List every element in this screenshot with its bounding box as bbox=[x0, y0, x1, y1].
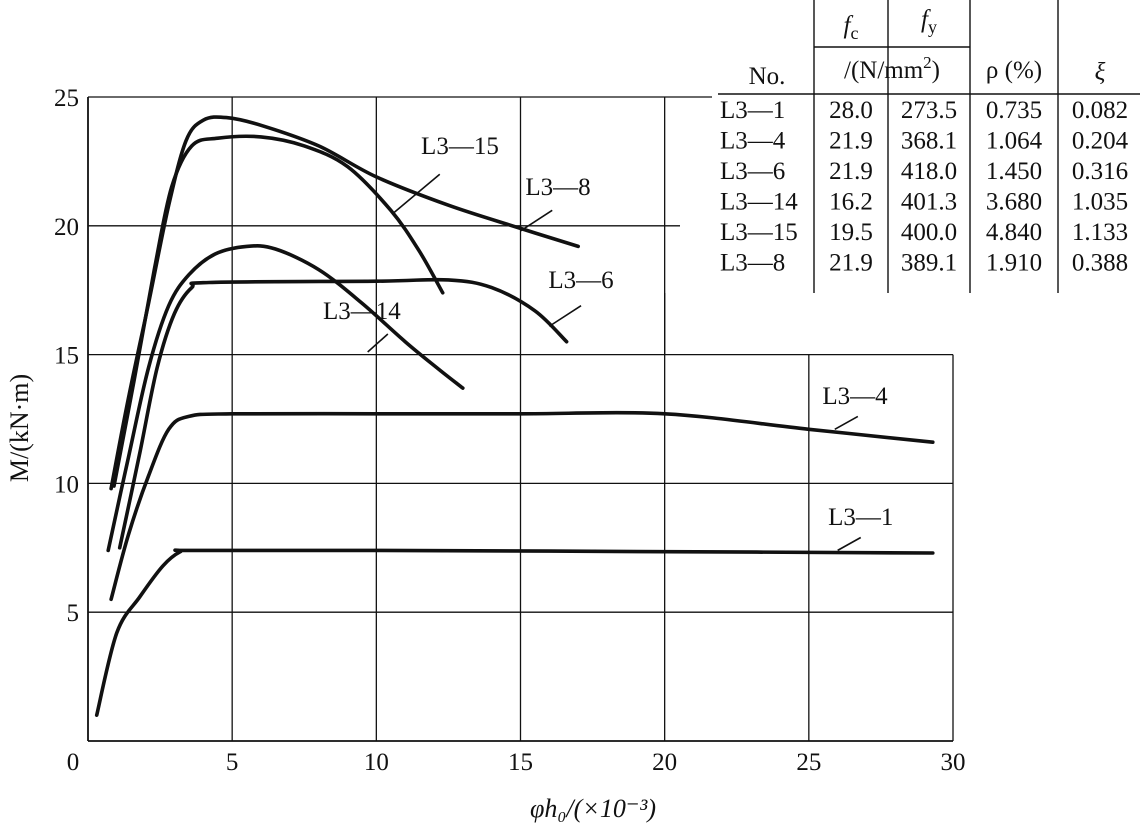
x-tick-label: 30 bbox=[941, 749, 966, 776]
curve-labels: L3—15 L3—8 L3—6 L3—14 L3—4 L3—1 bbox=[323, 133, 893, 552]
table-cell-fy: 418.0 bbox=[901, 158, 957, 185]
table-cell-xi: 1.133 bbox=[1072, 219, 1128, 246]
label-leader-line bbox=[367, 333, 389, 353]
table-cell-fc: 19.5 bbox=[829, 219, 873, 246]
parameter-table: No. fc fy /(N/mm2) ρ (%) ξ L3—1 28.0 273.5… bbox=[718, 0, 1140, 293]
table-cell-rho: 0.735 bbox=[986, 97, 1042, 124]
table-header-fc: fc bbox=[844, 12, 859, 43]
label-leader-line bbox=[520, 209, 553, 232]
y-tick-label: 5 bbox=[67, 600, 80, 627]
table-cell-fy: 273.5 bbox=[901, 97, 957, 124]
table-cell-xi: 0.388 bbox=[1072, 250, 1128, 277]
label-leader-line bbox=[834, 415, 859, 431]
y-tick-label: 20 bbox=[54, 214, 79, 241]
table-cell-no: L3—6 bbox=[720, 158, 785, 185]
grid bbox=[87, 96, 954, 742]
table-cell-xi: 1.035 bbox=[1072, 189, 1128, 216]
table-cell-no: L3—8 bbox=[720, 250, 785, 277]
table-cell-xi: 0.316 bbox=[1072, 158, 1128, 185]
table-cell-fc: 16.2 bbox=[829, 189, 873, 216]
table-cell-fc: 21.9 bbox=[829, 158, 873, 185]
curve-label: L3—1 bbox=[828, 504, 893, 531]
table-cell-no: L3—15 bbox=[720, 219, 798, 246]
x-tick-label: 15 bbox=[508, 749, 533, 776]
x-tick-label: 25 bbox=[796, 749, 821, 776]
series-line bbox=[109, 115, 580, 491]
y-tick-label: 25 bbox=[54, 85, 79, 112]
series-lines bbox=[94, 115, 935, 717]
x-axis-label: φh₀/(×10⁻³) bbox=[530, 794, 656, 823]
table-cell-fc: 21.9 bbox=[829, 128, 873, 155]
series-line bbox=[109, 410, 935, 602]
table-cell-rho: 3.680 bbox=[986, 189, 1042, 216]
series-line bbox=[106, 243, 465, 553]
label-leader-line bbox=[393, 173, 441, 214]
x-tick-label: 20 bbox=[652, 749, 677, 776]
y-tick-label: 10 bbox=[54, 471, 79, 498]
table-cell-fy: 401.3 bbox=[901, 189, 957, 216]
table-cell-rho: 1.910 bbox=[986, 250, 1042, 277]
curve-label: L3—15 bbox=[421, 133, 499, 160]
curve-label: L3—8 bbox=[525, 174, 590, 201]
series-line bbox=[117, 277, 569, 550]
table-cell-fy: 389.1 bbox=[901, 250, 957, 277]
table-header-rho: ρ (%) bbox=[986, 57, 1042, 84]
x-tick-label: 5 bbox=[226, 749, 239, 776]
curve-label: L3—4 bbox=[822, 383, 888, 410]
y-axis-label: M/(kN·m) bbox=[5, 374, 34, 482]
table-cell-rho: 1.064 bbox=[986, 128, 1043, 155]
table-cell-fc: 21.9 bbox=[829, 250, 873, 277]
x-tick-label: 0 bbox=[67, 749, 80, 776]
table-cell-no: L3—4 bbox=[720, 128, 786, 155]
table-cell-xi: 0.082 bbox=[1072, 97, 1128, 124]
table-header-unit: /(N/mm2) bbox=[844, 53, 940, 84]
x-tick-label: 10 bbox=[364, 749, 389, 776]
y-tick-labels: 5 10 15 20 25 bbox=[54, 85, 79, 627]
table-header-xi: ξ bbox=[1095, 59, 1106, 86]
table-body: L3—1 28.0 273.5 0.735 0.082 L3—4 21.9 368.1 1.06… bbox=[720, 97, 1129, 277]
table-header-no: No. bbox=[749, 63, 786, 90]
table-cell-no: L3—14 bbox=[720, 189, 798, 216]
table-cell-xi: 0.204 bbox=[1072, 128, 1129, 155]
label-leader-line bbox=[548, 304, 582, 327]
y-tick-label: 15 bbox=[54, 343, 79, 370]
curve-label: L3—14 bbox=[323, 298, 401, 325]
label-leader-line bbox=[837, 536, 862, 552]
table-cell-rho: 4.840 bbox=[986, 219, 1042, 246]
series-line bbox=[94, 548, 935, 717]
table-cell-fy: 400.0 bbox=[901, 219, 957, 246]
table-cell-fc: 28.0 bbox=[829, 97, 873, 124]
table-cell-no: L3—1 bbox=[720, 97, 785, 124]
table-cell-rho: 1.450 bbox=[986, 158, 1042, 185]
table-header-fy: fy bbox=[921, 6, 937, 37]
x-tick-labels: 0 5 10 15 20 25 30 bbox=[67, 749, 966, 776]
table-cell-fy: 368.1 bbox=[901, 128, 957, 155]
curve-label: L3—6 bbox=[548, 267, 613, 294]
